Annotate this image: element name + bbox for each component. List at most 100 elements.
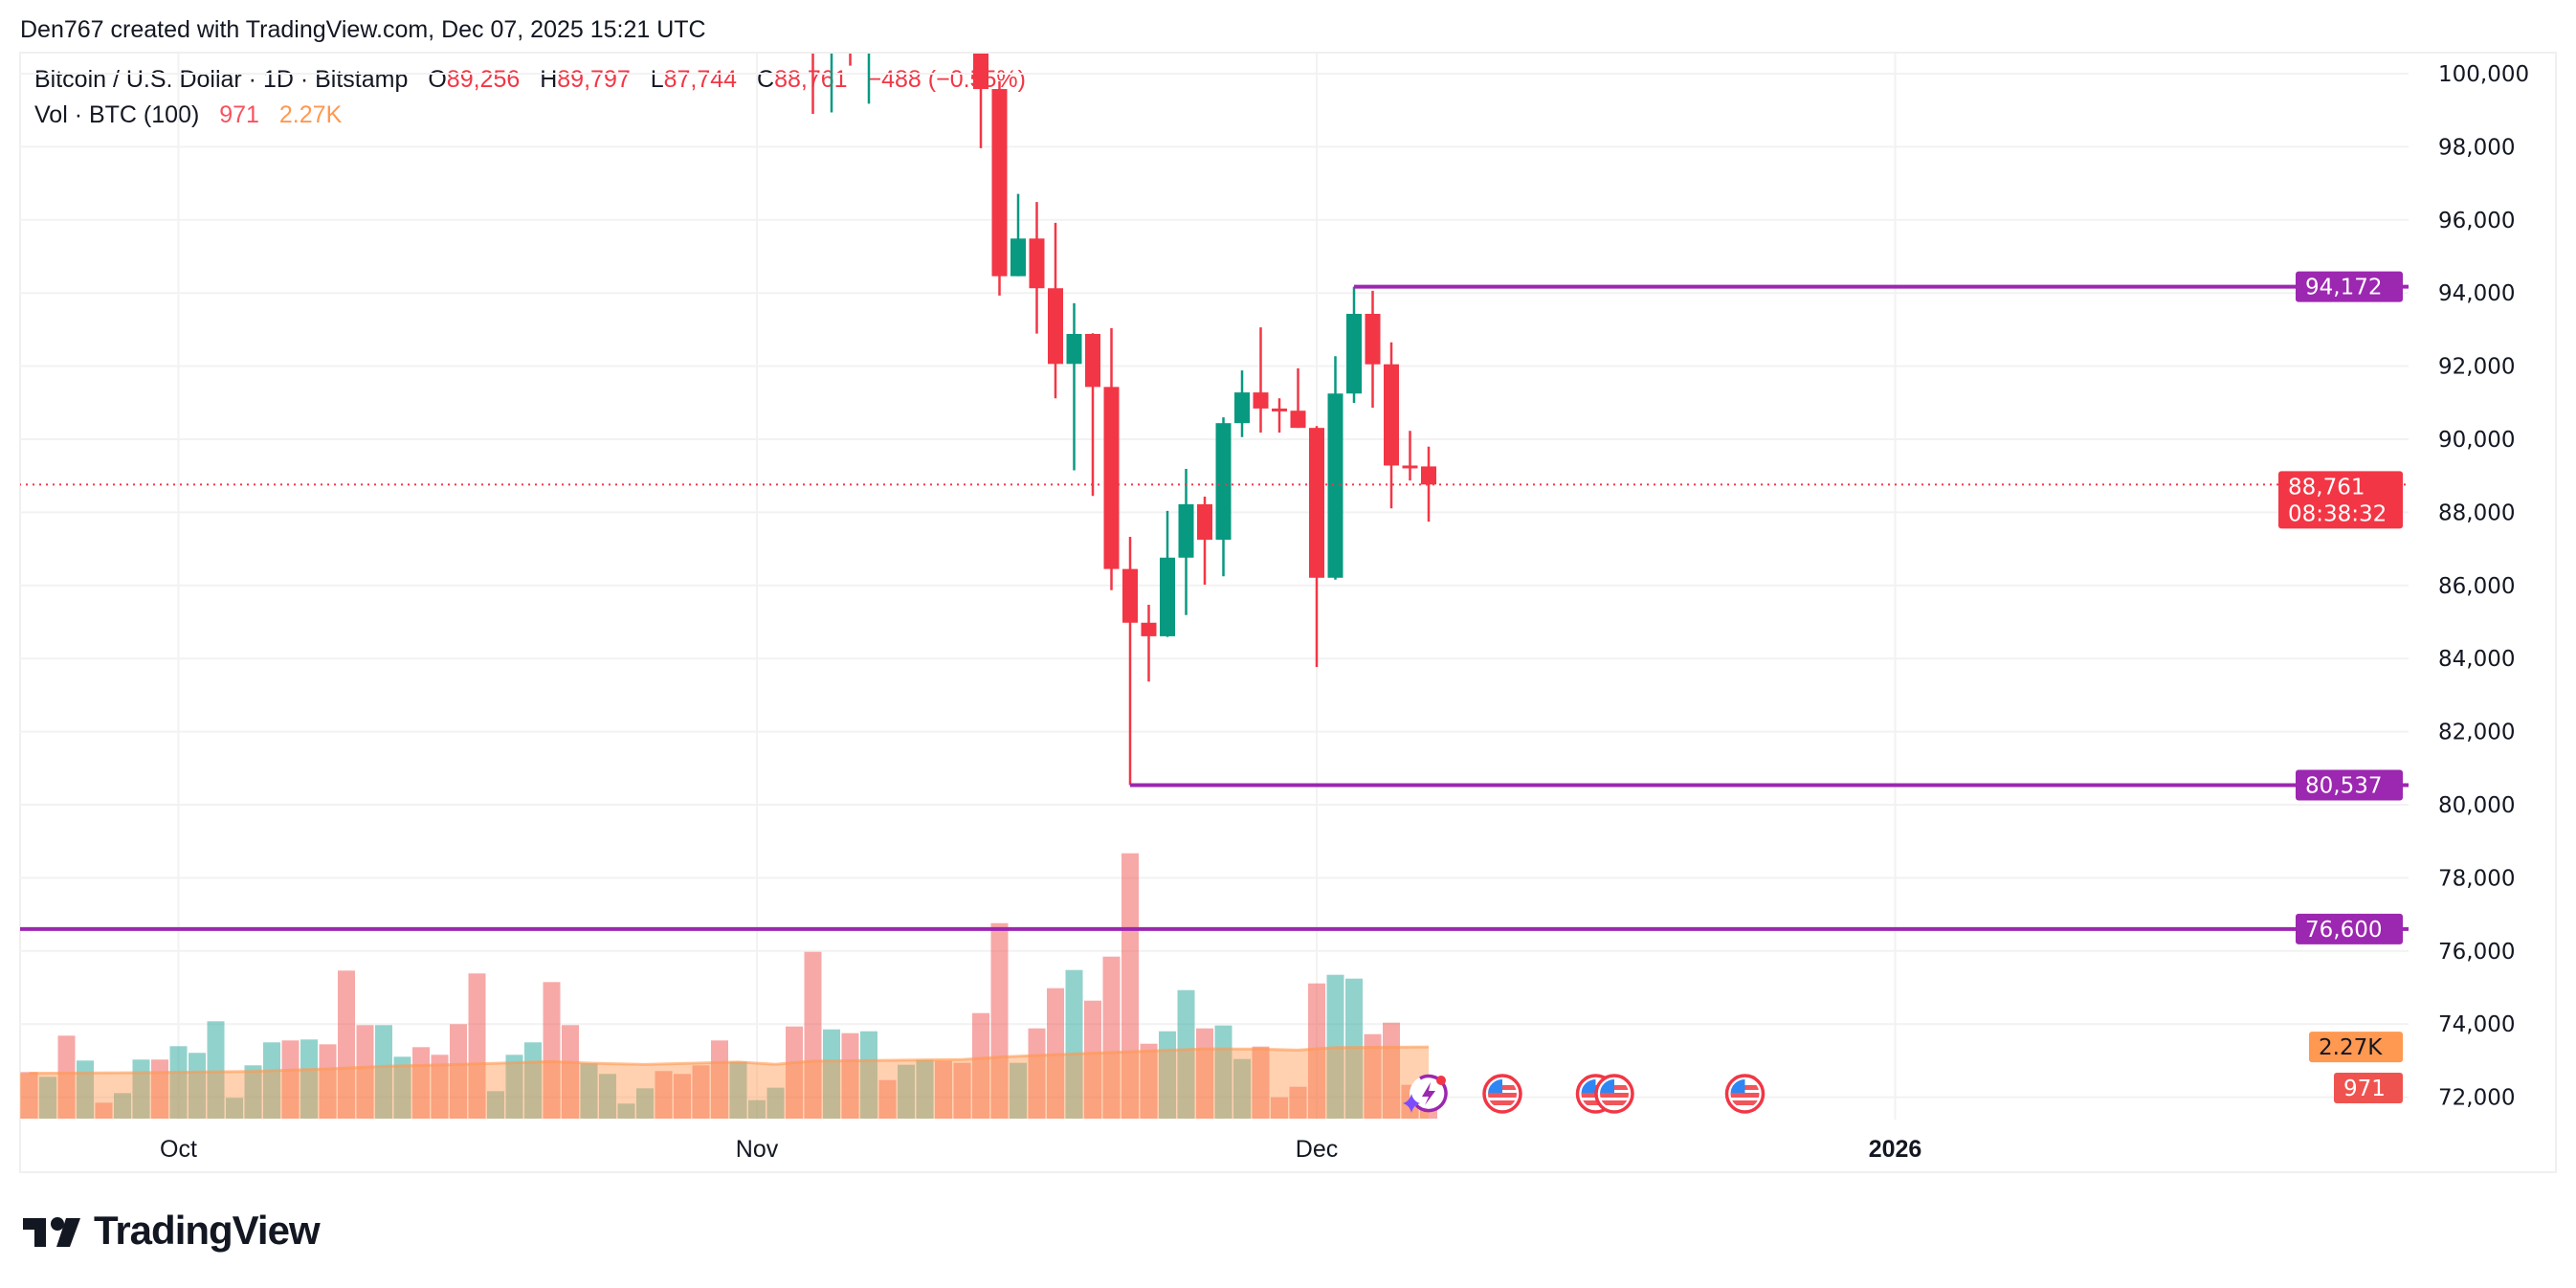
candle-body	[1272, 408, 1287, 411]
volume-ma-line	[29, 1045, 1430, 1076]
volume-bar-up	[169, 1046, 188, 1119]
volume-bar-down	[95, 1102, 113, 1119]
volume-bars	[20, 853, 1437, 1119]
low-value: 87,744	[663, 66, 738, 93]
flag-stripe	[1600, 1100, 1629, 1105]
volume-bar-down	[281, 1040, 300, 1119]
volume-bar-down	[431, 1055, 449, 1119]
candle-down	[1402, 431, 1418, 481]
candle-down	[1085, 333, 1100, 497]
volume-bar-up	[487, 1091, 504, 1119]
volume-bar-up	[77, 1060, 94, 1119]
price-tick-label: 84,000	[2438, 647, 2515, 672]
candle-up	[830, 54, 833, 113]
volume-bar-up	[636, 1088, 654, 1119]
volume-bar-up	[1177, 989, 1195, 1119]
volume-bar-down	[1271, 1097, 1288, 1119]
candle-down	[849, 54, 852, 66]
price-axis[interactable]: 100,000 98,000 96,000 94,000 92,000 90,000 88,…	[2438, 62, 2529, 1111]
volume-bar-up	[39, 1077, 56, 1119]
candle-body	[1141, 622, 1157, 636]
tradingview-logo-icon	[23, 1217, 80, 1247]
volume-bar-up	[114, 1093, 131, 1119]
candle-body	[861, 0, 877, 26]
flag	[1730, 1079, 1760, 1108]
candle-body	[1253, 392, 1269, 409]
price-tick-label: 72,000	[2438, 1086, 2515, 1111]
flag-stripe	[1730, 1100, 1760, 1105]
price-tick-label: 86,000	[2438, 574, 2515, 599]
candle-body	[1048, 288, 1063, 365]
us-flag-event-icon[interactable]	[1724, 1074, 1765, 1114]
time-tick-label: Dec	[1296, 1136, 1338, 1163]
volume-bar-up	[617, 1103, 635, 1119]
candle-down	[1421, 446, 1436, 522]
volume-bar-down	[841, 1033, 859, 1119]
price-tick-label: 98,000	[2438, 135, 2515, 160]
volume-ma-area	[20, 1045, 1430, 1119]
hline-price-badge: 94,172	[2296, 271, 2403, 302]
us-flag-event-icon[interactable]	[1482, 1074, 1522, 1114]
open-value: 89,256	[446, 66, 521, 93]
us-flag-event-icon[interactable]	[1594, 1074, 1634, 1114]
volume-bar-down	[1028, 1028, 1046, 1119]
volume-bar-down	[1102, 956, 1121, 1119]
ai-insight-icon[interactable]	[1403, 1074, 1448, 1113]
volume-bar-down	[1084, 1000, 1101, 1119]
price-tick-label: 82,000	[2438, 721, 2515, 745]
candle-body	[1160, 557, 1175, 636]
volume-bar-down	[935, 1060, 952, 1119]
candle-down	[1141, 605, 1157, 682]
last-price-badge-text: 88,761	[2288, 475, 2365, 500]
candle-body	[955, 0, 970, 15]
event-markers[interactable]	[1403, 1074, 1765, 1114]
sparkle-icon	[1403, 1094, 1420, 1113]
candle-body	[1290, 411, 1306, 429]
candle-up	[1327, 356, 1344, 580]
volume-bar-down	[953, 1062, 971, 1119]
volume-bar-down	[151, 1059, 168, 1119]
volume-bar-down	[356, 1025, 374, 1119]
volume-bar-down	[1196, 1028, 1213, 1119]
candle-down	[1253, 327, 1269, 433]
volume-bar-down	[562, 1025, 579, 1119]
candle-body	[1085, 333, 1100, 388]
last-price-badge-bg	[2278, 471, 2403, 529]
high-value: 89,797	[557, 66, 631, 93]
icon-ring	[1414, 1074, 1448, 1113]
candle-up	[1346, 286, 1362, 404]
volume-bar-up	[189, 1053, 206, 1119]
time-tick-label: Oct	[160, 1136, 197, 1163]
volume-bar-down	[804, 951, 822, 1119]
volume-bar-up	[766, 1087, 785, 1119]
volume-bar-down	[692, 1065, 710, 1119]
candle-down	[991, 81, 1008, 296]
volume-legend[interactable]: Vol · BTC (100) 971 2.27K	[34, 101, 342, 129]
hline-price-badge-bg	[2296, 271, 2403, 302]
candle-down	[806, 0, 821, 115]
time-tick-label: 2026	[1869, 1136, 1922, 1163]
volume-bar-down	[674, 1074, 691, 1119]
volume-bar-down	[20, 1072, 38, 1119]
volume-bar-up	[916, 1059, 934, 1119]
horizontal-lines[interactable]	[19, 284, 2409, 931]
candle-down	[1122, 536, 1138, 786]
volume-value: 971	[219, 101, 259, 128]
time-axis[interactable]: Oct Nov Dec 2026	[160, 1136, 1921, 1163]
volume-bar-down	[1252, 1046, 1270, 1119]
volume-ma-badge-bg	[2309, 1032, 2403, 1063]
candle-body	[1421, 466, 1436, 485]
volume-bar-down	[655, 1071, 673, 1119]
plot-area[interactable]	[19, 0, 2409, 1119]
volume-bar-up	[375, 1025, 392, 1119]
volume-bar-down	[1308, 983, 1325, 1119]
volume-bar-up	[729, 1061, 747, 1119]
volume-bar-down	[1140, 1043, 1158, 1119]
candle-body	[806, 0, 821, 19]
candle-down	[880, 0, 896, 23]
hline-price-badge-bg	[2296, 769, 2403, 801]
volume-bar-down	[543, 982, 561, 1119]
